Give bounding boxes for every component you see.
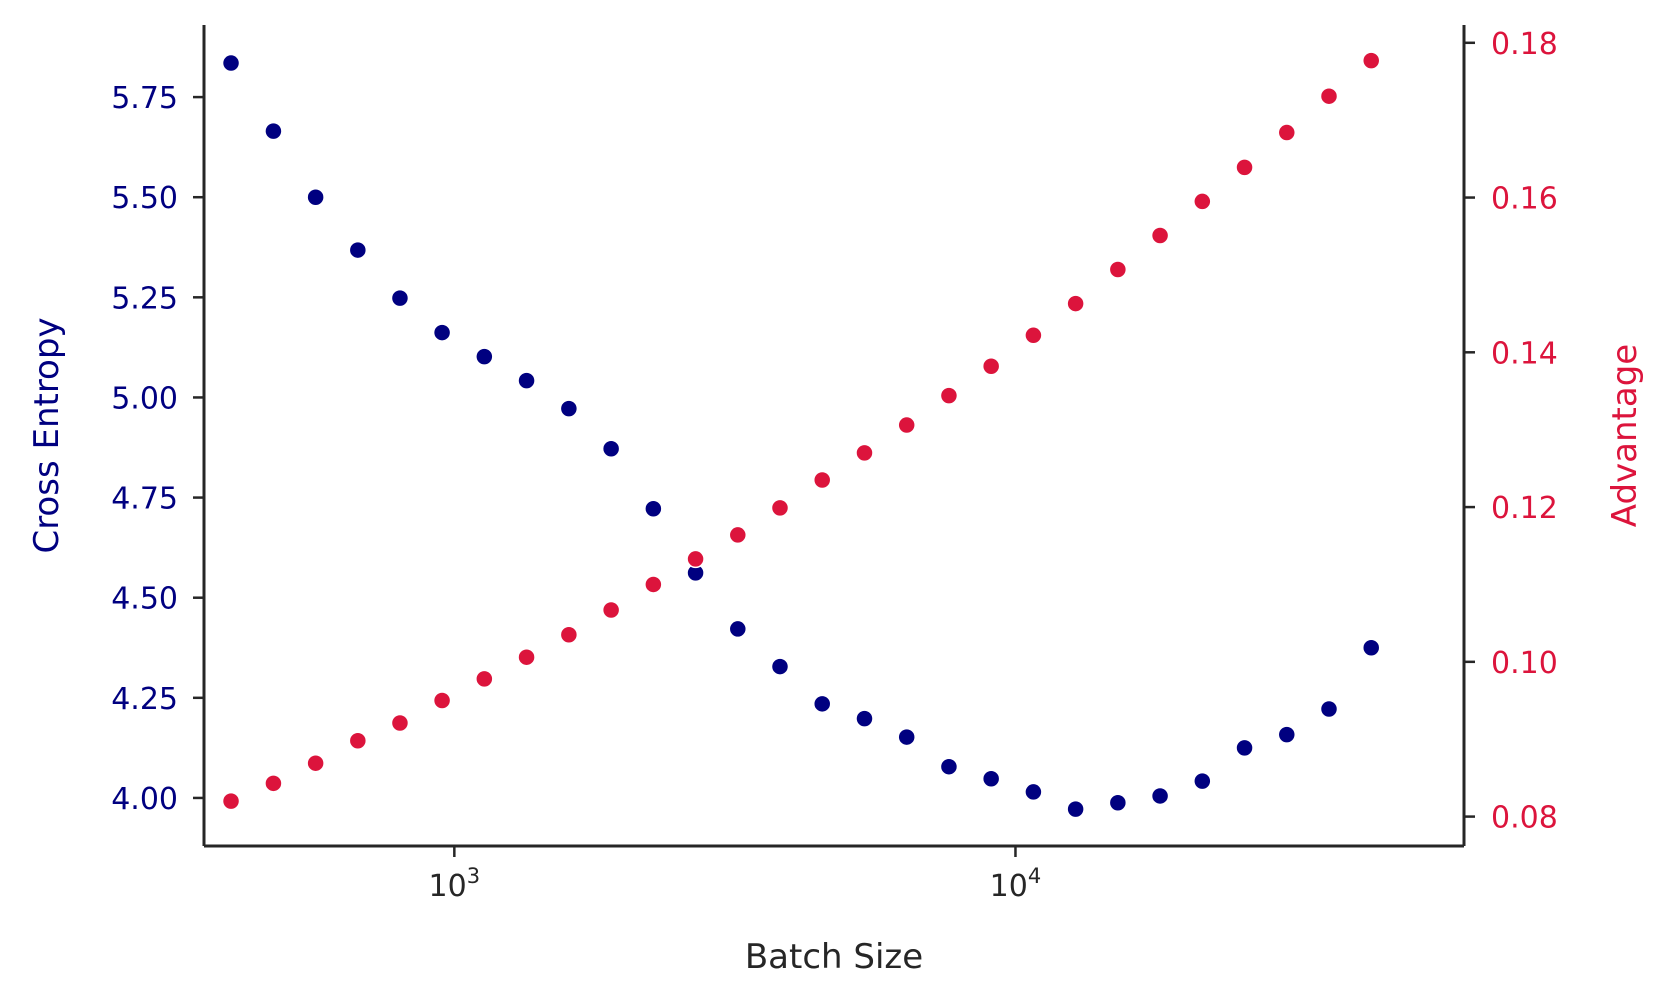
cross-entropy-point xyxy=(1277,725,1297,744)
cross-entropy-point xyxy=(1024,782,1043,802)
cross-entropy-point xyxy=(221,53,241,73)
cross-entropy-point xyxy=(264,121,283,141)
advantage-point xyxy=(644,575,663,594)
left-tick-label: 4.25 xyxy=(111,682,178,717)
advantage-point xyxy=(1235,158,1254,177)
left-tick-label: 4.75 xyxy=(111,482,178,517)
right-tick-label: 0.08 xyxy=(1491,801,1558,836)
cross-entropy-point xyxy=(644,499,663,519)
advantage-point xyxy=(897,415,916,435)
cross-entropy-point xyxy=(939,757,959,776)
right-tick-label: 0.10 xyxy=(1491,646,1558,681)
advantage-point xyxy=(686,549,705,569)
cross-entropy-point xyxy=(855,709,874,728)
cross-entropy-point xyxy=(770,657,790,676)
right-tick-label: 0.14 xyxy=(1491,336,1558,371)
left-tick-label: 5.00 xyxy=(111,381,178,416)
advantage-point xyxy=(1277,123,1297,142)
advantage-point xyxy=(1193,192,1212,211)
cross-entropy-point xyxy=(475,347,494,366)
cross-entropy-point xyxy=(559,399,579,418)
advantage-point xyxy=(1361,51,1381,70)
left-axis-ticks: 4.00 4.25 4.50 4.75 5.00 5.25 5.50 5.75 xyxy=(111,81,204,817)
cross-entropy-point xyxy=(1150,786,1170,806)
advantage-point xyxy=(770,498,790,518)
cross-entropy-point xyxy=(728,619,748,639)
x-tick-label: 103 xyxy=(429,864,481,904)
advantage-point xyxy=(306,753,325,773)
advantage-point xyxy=(1319,86,1339,106)
x-axis-ticks: 103 104 xyxy=(429,846,1042,904)
advantage-point xyxy=(939,386,959,405)
advantage-point xyxy=(221,791,241,811)
cross-entropy-point xyxy=(432,323,452,342)
right-tick-label: 0.18 xyxy=(1491,27,1558,62)
advantage-point xyxy=(348,731,368,751)
advantage-point xyxy=(1066,294,1085,313)
x-tick-label: 104 xyxy=(990,864,1042,904)
right-tick-label: 0.12 xyxy=(1491,491,1558,526)
advantage-point xyxy=(517,647,536,667)
advantage-point xyxy=(559,625,579,645)
advantage-point xyxy=(981,356,1001,376)
cross-entropy-point xyxy=(812,694,832,714)
cross-entropy-point xyxy=(517,371,536,390)
right-axis-title: Advantage xyxy=(1605,344,1645,527)
left-tick-label: 4.00 xyxy=(111,782,178,817)
cross-entropy-point xyxy=(1066,799,1085,819)
cross-entropy-point xyxy=(1361,638,1381,658)
right-axis-ticks: 0.08 0.10 0.12 0.14 0.16 0.18 xyxy=(1464,27,1558,836)
cross-entropy-point xyxy=(897,727,916,747)
cross-entropy-point xyxy=(1193,771,1212,791)
cross-entropy-point xyxy=(601,439,621,458)
data-points xyxy=(221,51,1381,819)
advantage-point xyxy=(1150,226,1170,245)
cross-entropy-point xyxy=(390,288,410,308)
left-tick-label: 5.25 xyxy=(111,281,178,316)
advantage-point xyxy=(1024,326,1043,345)
advantage-point xyxy=(390,713,410,733)
x-axis-title: Batch Size xyxy=(745,937,923,977)
cross-entropy-point xyxy=(306,187,325,207)
right-tick-label: 0.16 xyxy=(1491,182,1558,217)
advantage-point xyxy=(475,669,494,689)
cross-entropy-point xyxy=(981,769,1001,788)
axes-frame xyxy=(202,25,1466,848)
left-tick-label: 5.75 xyxy=(111,81,178,116)
cross-entropy-point xyxy=(348,240,368,260)
advantage-point xyxy=(264,774,283,793)
left-axis-title: Cross Entropy xyxy=(27,317,67,553)
cross-entropy-point xyxy=(1108,793,1128,812)
advantage-point xyxy=(855,443,874,463)
advantage-point xyxy=(1108,260,1128,279)
cross-entropy-point xyxy=(1319,699,1339,719)
advantage-point xyxy=(728,525,748,545)
left-tick-label: 5.50 xyxy=(111,181,178,216)
cross-entropy-point xyxy=(1235,738,1254,758)
advantage-point xyxy=(601,600,621,620)
advantage-point xyxy=(432,691,452,710)
advantage-point xyxy=(812,470,832,490)
left-tick-label: 4.50 xyxy=(111,582,178,617)
